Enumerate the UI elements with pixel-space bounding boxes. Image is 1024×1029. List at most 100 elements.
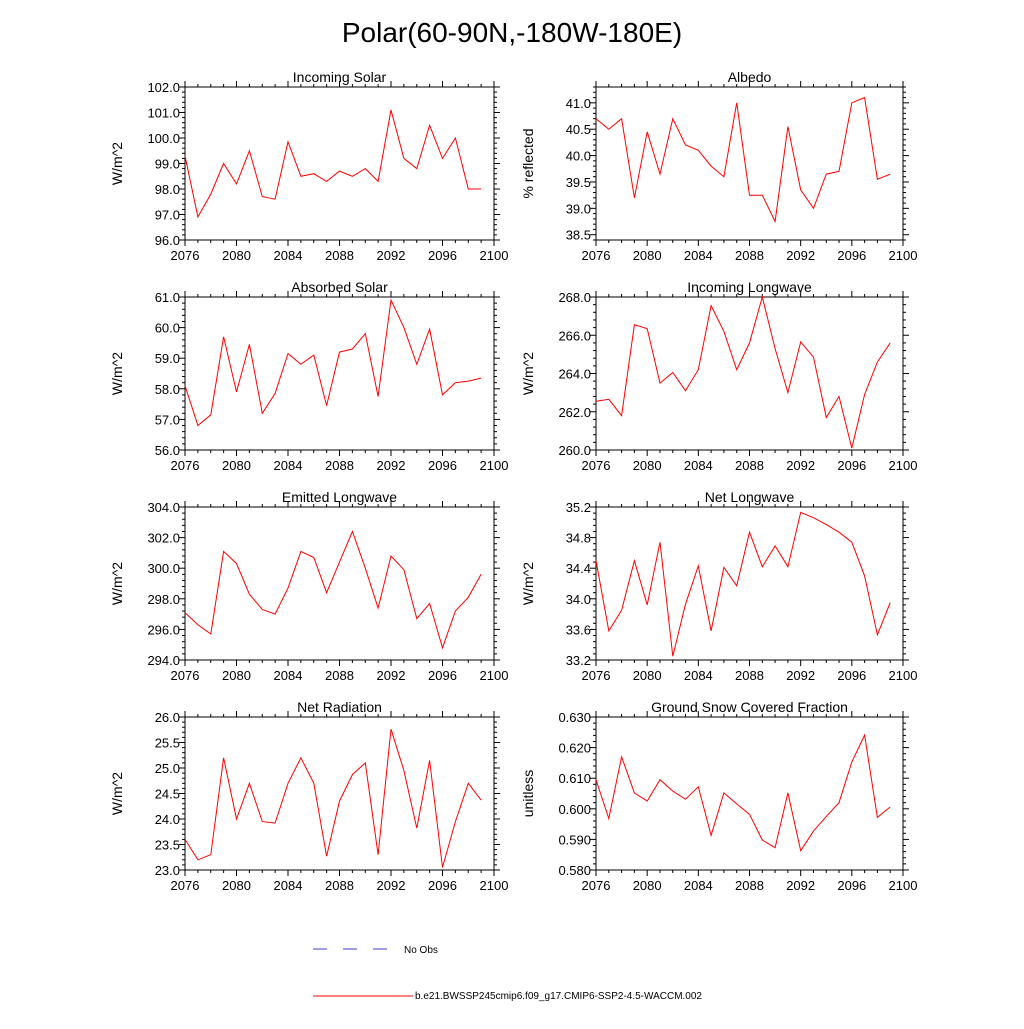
x-tick-label: 2080: [222, 458, 251, 473]
chart-title: Absorbed Solar: [291, 279, 388, 295]
x-tick-label: 2076: [582, 458, 611, 473]
x-tick-label: 2076: [171, 248, 200, 263]
y-tick-label: 39.0: [566, 201, 591, 216]
chart-emitted-longwave: Emitted Longwave W/m^2 2076 2080 2084 2088 209…: [109, 489, 508, 683]
x-tick-label: 2080: [222, 878, 251, 893]
y-tick-label: 40.5: [566, 122, 591, 137]
y-tick-label: 294.0: [147, 653, 180, 668]
y-tick-label: 33.2: [566, 653, 591, 668]
y-tick-label: 100.0: [147, 131, 180, 146]
y-tick-label: 264.0: [558, 367, 591, 382]
x-tick-label: 2084: [684, 878, 713, 893]
y-tick-label: 0.600: [558, 802, 591, 817]
plot-frame: [595, 506, 904, 661]
y-axis-label: W/m^2: [520, 562, 536, 605]
series-line: [184, 729, 482, 868]
y-tick-label: 101.0: [147, 106, 180, 121]
series-line: [595, 96, 891, 224]
y-tick-label: 34.4: [566, 561, 591, 576]
x-tick-label: 2080: [633, 668, 662, 683]
y-axis-label: W/m^2: [109, 352, 125, 395]
page-title: Polar(60-90N,-180W-180E): [342, 17, 682, 48]
x-tick-label: 2084: [274, 248, 303, 263]
x-tick-label: 2100: [889, 458, 918, 473]
x-tick-label: 2080: [633, 458, 662, 473]
chart-net-longwave: Net Longwave W/m^2 2076 2080 2084 2088 2092 209…: [520, 489, 917, 683]
chart-title: Emitted Longwave: [282, 489, 397, 505]
panels: Incoming Solar W/m^2 2076 2080 2084 2088 2092 2…: [109, 69, 917, 893]
y-tick-label: 266.0: [558, 328, 591, 343]
x-tick-label: 2100: [480, 668, 509, 683]
x-tick-label: 2100: [889, 668, 918, 683]
x-tick-label: 2096: [428, 668, 457, 683]
y-tick-label: 300.0: [147, 561, 180, 576]
plot-frame: [184, 506, 495, 661]
y-tick-label: 25.5: [155, 736, 180, 751]
x-tick-label: 2092: [786, 878, 815, 893]
y-tick-label: 24.5: [155, 787, 180, 802]
chart-title: Ground Snow Covered Fraction: [651, 699, 848, 715]
x-tick-label: 2100: [480, 458, 509, 473]
x-tick-label: 2096: [837, 878, 866, 893]
y-tick-label: 34.8: [566, 531, 591, 546]
chart-title: Incoming Longwave: [687, 279, 812, 295]
legend-model-label: b.e21.BWSSP245cmip6.f09_g17.CMIP6-SSP2-4…: [415, 991, 702, 1002]
y-tick-label: 298.0: [147, 592, 180, 607]
x-tick-label: 2092: [377, 668, 406, 683]
x-tick-label: 2080: [633, 248, 662, 263]
x-tick-label: 2088: [735, 458, 764, 473]
plot-frame: [595, 86, 904, 241]
x-tick-label: 2100: [889, 878, 918, 893]
y-tick-label: 24.0: [155, 812, 180, 827]
y-tick-label: 25.0: [155, 761, 180, 776]
x-tick-label: 2096: [428, 458, 457, 473]
x-tick-label: 2088: [325, 668, 354, 683]
x-tick-label: 2096: [837, 668, 866, 683]
x-tick-label: 2092: [786, 248, 815, 263]
x-tick-label: 2088: [325, 458, 354, 473]
x-tick-label: 2092: [786, 668, 815, 683]
x-tick-label: 2084: [274, 668, 303, 683]
series-line: [184, 530, 482, 650]
y-tick-label: 35.2: [566, 500, 591, 515]
y-tick-label: 23.0: [155, 863, 180, 878]
chart-albedo: Albedo % reflected 2076 2080 2084 2088 2092 209…: [520, 69, 917, 263]
x-tick-label: 2088: [325, 878, 354, 893]
plot-frame: [595, 716, 904, 871]
x-tick-label: 2076: [171, 458, 200, 473]
y-axis-label: W/m^2: [109, 142, 125, 185]
x-tick-label: 2088: [735, 878, 764, 893]
x-tick-label: 2092: [377, 878, 406, 893]
chart-ground-snow-covered-fraction: Ground Snow Covered Fraction unitless 2076…: [520, 699, 917, 893]
series-line: [595, 511, 891, 657]
y-tick-label: 33.6: [566, 622, 591, 637]
y-tick-label: 260.0: [558, 443, 591, 458]
y-tick-label: 262.0: [558, 405, 591, 420]
series-line: [595, 733, 891, 852]
y-tick-label: 38.5: [566, 228, 591, 243]
y-tick-label: 102.0: [147, 80, 180, 95]
y-tick-label: 57.0: [155, 412, 180, 427]
x-tick-label: 2076: [171, 668, 200, 683]
x-tick-label: 2096: [428, 878, 457, 893]
x-tick-label: 2080: [222, 248, 251, 263]
y-tick-label: 0.630: [558, 710, 591, 725]
chart-title: Albedo: [728, 69, 772, 85]
x-tick-label: 2080: [633, 878, 662, 893]
chart-incoming-longwave: Incoming Longwave W/m^2 2076 2080 2084 2088 20…: [520, 279, 917, 473]
x-tick-label: 2084: [684, 248, 713, 263]
x-tick-label: 2088: [735, 248, 764, 263]
series-line: [595, 295, 891, 449]
x-tick-label: 2084: [274, 878, 303, 893]
y-tick-label: 26.0: [155, 710, 180, 725]
y-tick-label: 96.0: [155, 233, 180, 248]
series-line: [184, 298, 482, 427]
x-tick-label: 2100: [480, 248, 509, 263]
x-tick-label: 2092: [377, 458, 406, 473]
y-tick-label: 98.0: [155, 182, 180, 197]
y-tick-label: 23.5: [155, 838, 180, 853]
x-tick-label: 2088: [735, 668, 764, 683]
x-tick-label: 2076: [582, 248, 611, 263]
